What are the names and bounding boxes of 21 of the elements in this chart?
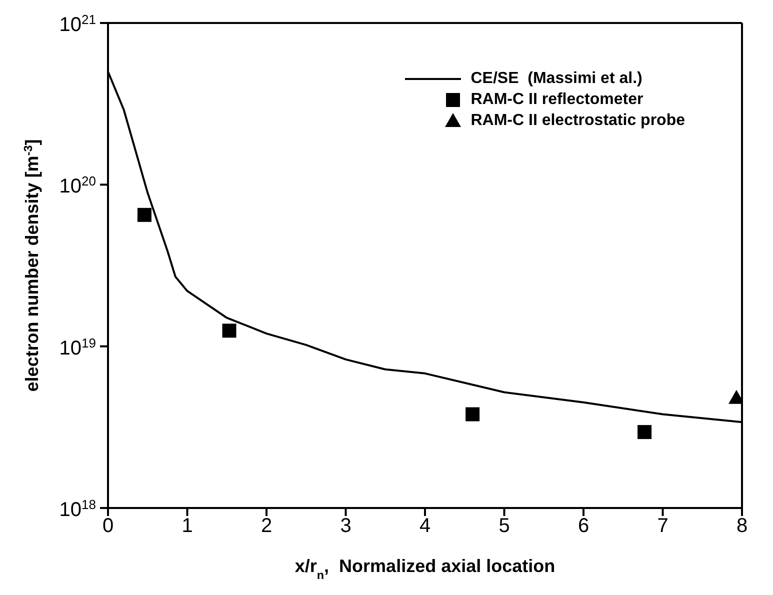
legend-label: RAM-C II electrostatic probe — [470, 112, 685, 130]
x-tick-label: 5 — [498, 515, 510, 537]
y-tick-label: 10$^{20}$ — [59, 173, 96, 198]
point — [638, 425, 652, 440]
point — [222, 324, 236, 338]
y-tick-label: 10$^{19}$ — [59, 334, 96, 360]
point — [137, 208, 152, 222]
x-tick-label: 7 — [657, 515, 668, 537]
legend-label: CE/SE (Massimi et al.) — [470, 70, 642, 88]
point — [466, 407, 480, 422]
x-tick-label: 8 — [736, 515, 748, 537]
x-tick-label: 3 — [340, 515, 352, 537]
x-tick-label: 0 — [102, 515, 114, 537]
x-tick-label: 1 — [182, 515, 193, 537]
legend-label: RAM-C II reflectometer — [470, 90, 644, 108]
x-tick-label: 6 — [578, 515, 590, 537]
y-tick-label: 10$^{21}$ — [59, 12, 96, 36]
x-tick-label: 2 — [260, 515, 272, 537]
x-tick-label: 4 — [419, 515, 431, 537]
x-axis-title: x/r$_{n}$, Normalized axial location — [294, 556, 556, 582]
y-tick-label: 10$^{18}$ — [59, 496, 96, 521]
